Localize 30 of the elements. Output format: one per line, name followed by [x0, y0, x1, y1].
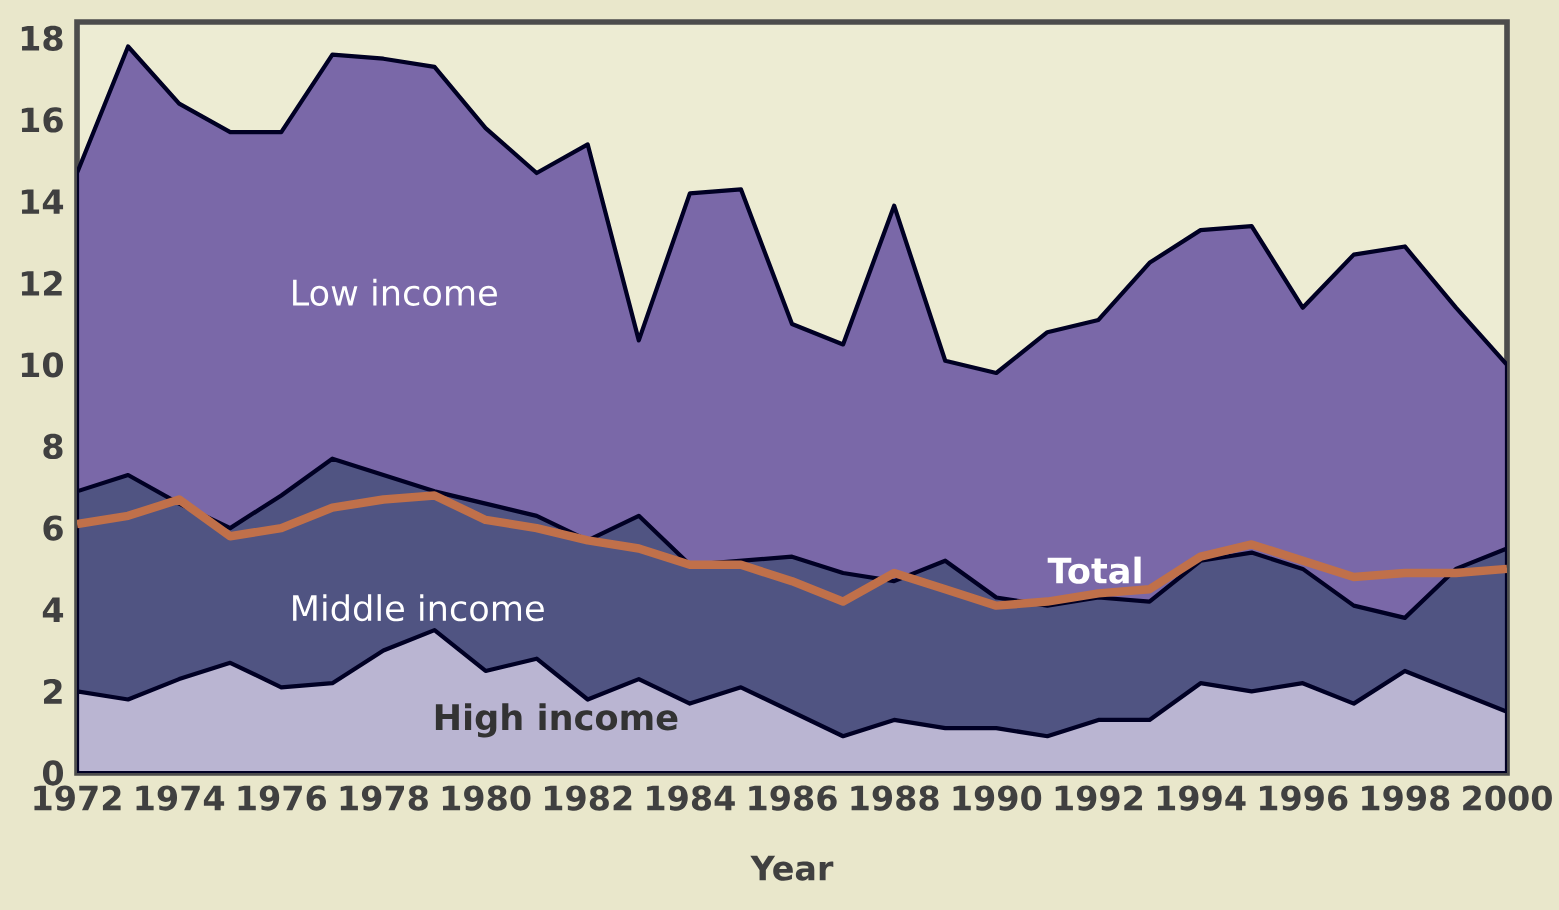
series-label: Low income — [293, 278, 497, 306]
x-tick-label: 1990 — [953, 785, 1042, 811]
series-label: High income — [435, 703, 678, 738]
x-tick-label: 1980 — [442, 785, 531, 811]
series-label: Middle income — [293, 594, 544, 622]
y-tick-label: 10 — [21, 352, 64, 378]
x-tick-label: 1986 — [749, 785, 837, 811]
x-tick-label: 1988 — [851, 785, 939, 811]
y-tick-label: 14 — [21, 189, 64, 214]
y-tick-label: 0 — [42, 760, 64, 786]
x-tick-label: 1978 — [340, 785, 428, 811]
x-tick-label: 1994 — [1157, 785, 1246, 811]
x-tick-label: 1992 — [1055, 785, 1143, 811]
x-tick-label: 1982 — [545, 785, 632, 811]
x-tick-label: 1972 — [34, 785, 121, 811]
x-tick-label: 2000 — [1463, 785, 1552, 811]
y-tick-label: 6 — [43, 515, 63, 541]
y-tick-label: 16 — [21, 107, 63, 133]
x-axis-title: Year — [750, 855, 834, 881]
y-tick-label: 12 — [21, 270, 62, 296]
x-tick-label: 1998 — [1362, 785, 1450, 811]
x-tick-label: 1996 — [1260, 785, 1348, 811]
y-tick-label: 2 — [44, 678, 62, 704]
y-tick-label: 4 — [42, 597, 64, 622]
y-tick-label: 8 — [43, 433, 63, 460]
x-tick-label: 1974 — [136, 785, 225, 811]
x-tick-label: 1976 — [238, 785, 326, 811]
x-tick-label: 1984 — [647, 785, 735, 811]
y-tick-label: 18 — [21, 25, 63, 51]
series-label: Total — [1047, 556, 1141, 584]
